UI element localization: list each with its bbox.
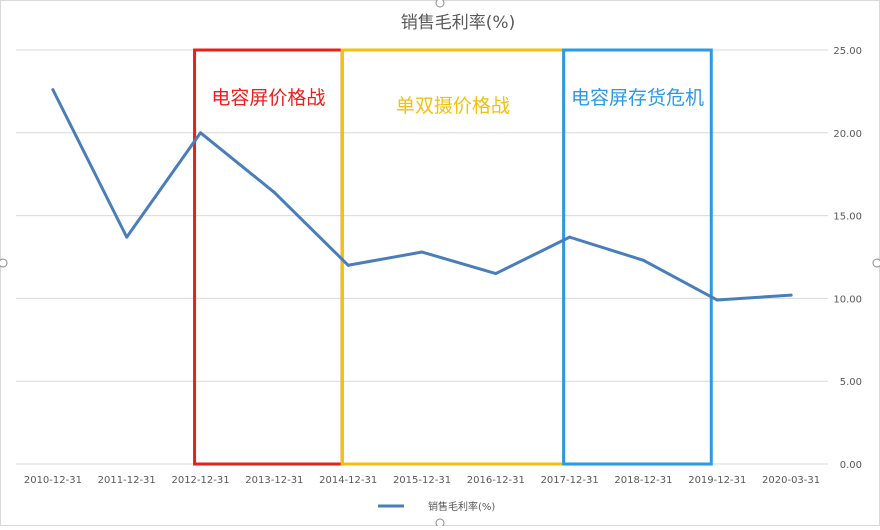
- x-tick-label: 2014-12-31: [319, 475, 377, 486]
- y-tick-label: 25.00: [833, 46, 862, 57]
- data-point: [641, 258, 645, 262]
- data-point: [715, 298, 719, 302]
- data-point: [494, 272, 498, 276]
- annotation-label: 电容屏存货危机: [571, 87, 704, 109]
- y-tick-label: 10.00: [833, 294, 862, 305]
- annotation-box: [562, 48, 713, 466]
- annotation-label: 电容屏价格战: [211, 87, 325, 109]
- data-point: [568, 235, 572, 239]
- y-tick-label: 5.00: [840, 377, 862, 388]
- resize-handle-bottom[interactable]: [435, 518, 445, 528]
- resize-handle-right[interactable]: [872, 258, 880, 268]
- data-point: [272, 190, 276, 194]
- data-point: [420, 250, 424, 254]
- x-tick-label: 2018-12-31: [614, 475, 672, 486]
- y-tick-label: 0.00: [840, 460, 862, 471]
- resize-handle-left[interactable]: [0, 258, 8, 268]
- chart-title: 销售毛利率(%): [401, 13, 515, 33]
- annotation-label: 单双摄价格战: [396, 95, 510, 117]
- x-tick-label: 2015-12-31: [393, 475, 451, 486]
- data-point: [51, 88, 55, 92]
- data-point: [199, 131, 203, 135]
- y-tick-label: 20.00: [833, 129, 862, 140]
- y-tick-label: 15.00: [833, 212, 862, 223]
- data-point: [346, 263, 350, 267]
- x-tick-label: 2011-12-31: [98, 475, 156, 486]
- resize-handle-top[interactable]: [435, 0, 445, 8]
- x-tick-label: 2020-03-31: [762, 475, 820, 486]
- x-tick-label: 2017-12-31: [541, 475, 599, 486]
- legend-label: 销售毛利率(%): [428, 500, 495, 513]
- x-tick-label: 2016-12-31: [467, 475, 525, 486]
- x-tick-label: 2012-12-31: [171, 475, 229, 486]
- x-tick-label: 2013-12-31: [245, 475, 303, 486]
- x-tick-label: 2010-12-31: [24, 475, 82, 486]
- data-point: [789, 293, 793, 297]
- data-point: [125, 235, 129, 239]
- x-tick-label: 2019-12-31: [688, 475, 746, 486]
